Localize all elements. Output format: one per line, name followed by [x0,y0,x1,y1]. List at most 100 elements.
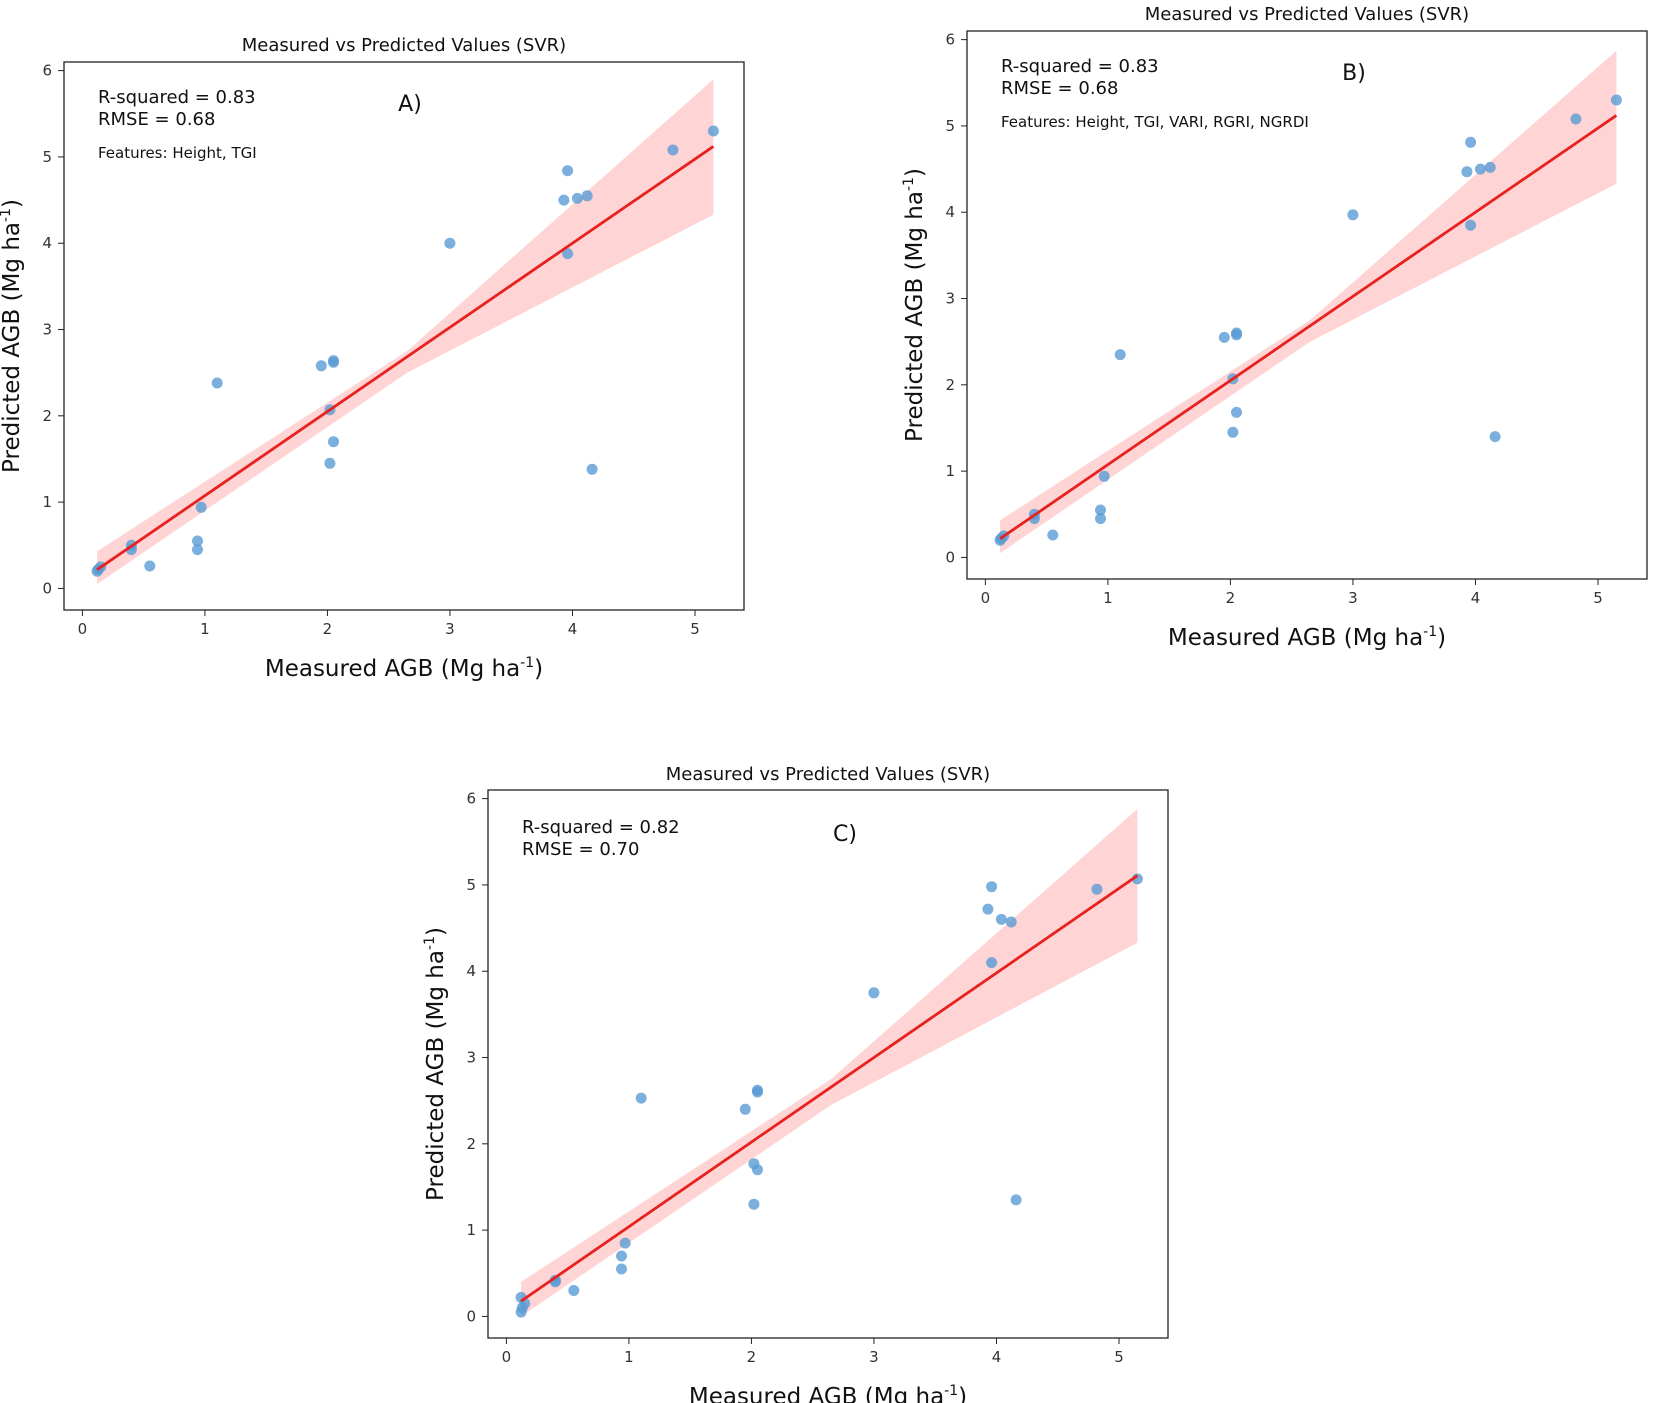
x-tick-label: 4 [992,1348,1002,1366]
y-tick-label: 4 [945,203,955,221]
x-tick-label: 5 [1114,1348,1124,1366]
data-point [192,535,203,547]
data-point [667,144,679,156]
data-point [635,1092,647,1104]
confidence-band [97,79,714,585]
stats-annotation: R-squared = 0.82 [522,817,680,838]
plot-frame [63,61,745,611]
panel-label: A) [398,92,422,117]
data-point [616,1263,627,1275]
data-point [1570,113,1582,125]
data-point [568,1285,580,1296]
data-point [324,457,336,469]
data-point [986,957,998,969]
x-tick-label: 4 [568,620,578,638]
stats-annotation: RMSE = 0.68 [1001,78,1118,99]
data-point [1218,331,1230,343]
chart-panels: 0 1 2 3 4 5 0 1 2 3 4 5 6 Measured vs Predicted Value… [0,4,1648,1403]
data-point [1489,431,1501,443]
data-point [328,436,339,448]
data-point [616,1250,627,1262]
panel-label: C) [833,822,857,847]
chart-title: Measured vs Predicted Values (SVR) [666,764,990,785]
x-tick-label: 2 [1226,589,1236,607]
x-axis-label: Measured AGB (Mg ha-1) [689,1383,967,1403]
stats-annotation: RMSE = 0.68 [98,109,215,130]
data-point [558,194,570,206]
x-tick-label: 0 [981,589,991,607]
data-point [619,1237,631,1249]
data-point [1227,426,1239,438]
data-point [1610,94,1622,106]
data-point [211,377,223,389]
y-axis-label: Predicted AGB (Mg ha-1) [422,927,449,1201]
data-point [1091,883,1103,895]
x-axis-label: Measured AGB (Mg ha-1) [1168,624,1446,651]
x-tick-label: 3 [445,620,455,638]
y-tick-label: 6 [466,790,476,808]
y-tick-label: 3 [42,321,52,339]
data-point [444,237,456,249]
plot-frame [966,30,1648,580]
x-axis-label: Measured AGB (Mg ha-1) [265,655,543,682]
data-point [1114,349,1126,361]
x-tick-label: 1 [1103,589,1113,607]
x-tick-label: 2 [323,620,333,638]
x-tick-label: 0 [502,1348,512,1366]
data-point [995,913,1007,925]
x-tick-label: 5 [690,620,700,638]
data-point [748,1198,760,1210]
data-point [1347,209,1359,221]
x-tick-label: 5 [1593,589,1603,607]
data-point [328,355,339,367]
y-tick-label: 5 [42,148,52,166]
x-tick-label: 1 [200,620,210,638]
stats-annotation: R-squared = 0.83 [98,87,256,108]
features-note: Features: Height, TGI [98,144,257,162]
data-point [868,987,880,999]
y-tick-label: 0 [42,579,52,597]
y-tick-label: 3 [945,290,955,308]
data-point [1231,327,1242,339]
data-point [1010,1194,1022,1206]
data-point [707,125,719,137]
chart-panel-2: 0 1 2 3 4 5 0 1 2 3 4 5 6 Measured vs Predicted Value… [901,4,1648,651]
x-tick-label: 4 [1471,589,1481,607]
y-tick-label: 1 [466,1221,476,1239]
chart-title: Measured vs Predicted Values (SVR) [242,35,566,56]
y-tick-label: 2 [945,376,955,394]
features-note: Features: Height, TGI, VARI, RGRI, NGRDI [1001,113,1309,131]
data-point [1465,219,1477,231]
data-point [739,1103,751,1115]
y-tick-label: 3 [466,1049,476,1067]
y-tick-label: 2 [42,407,52,425]
data-point [1461,166,1473,178]
y-axis-label: Predicted AGB (Mg ha-1) [0,199,25,473]
x-tick-label: 2 [747,1348,757,1366]
data-point [192,544,203,556]
y-tick-label: 5 [466,876,476,894]
x-tick-label: 3 [1348,589,1358,607]
data-point [1005,916,1017,928]
y-tick-label: 4 [466,962,476,980]
data-point [1231,406,1242,418]
stats-annotation: RMSE = 0.70 [522,839,639,860]
y-axis-label: Predicted AGB (Mg ha-1) [901,168,928,442]
y-tick-label: 6 [42,62,52,80]
data-point [549,1274,561,1286]
data-point [752,1084,763,1096]
y-tick-label: 1 [945,462,955,480]
plot-frame [487,789,1169,1339]
y-tick-label: 2 [466,1135,476,1153]
data-point [1474,163,1486,175]
confidence-band [521,809,1138,1317]
y-tick-label: 5 [945,117,955,135]
data-point [1465,136,1477,148]
confidence-band [1000,50,1617,554]
data-point [752,1164,763,1176]
chart-panel-1: 0 1 2 3 4 5 0 1 2 3 4 5 6 Measured vs Predicted Value… [0,35,745,682]
y-tick-label: 6 [945,31,955,49]
data-point [315,360,327,372]
x-tick-label: 1 [624,1348,634,1366]
